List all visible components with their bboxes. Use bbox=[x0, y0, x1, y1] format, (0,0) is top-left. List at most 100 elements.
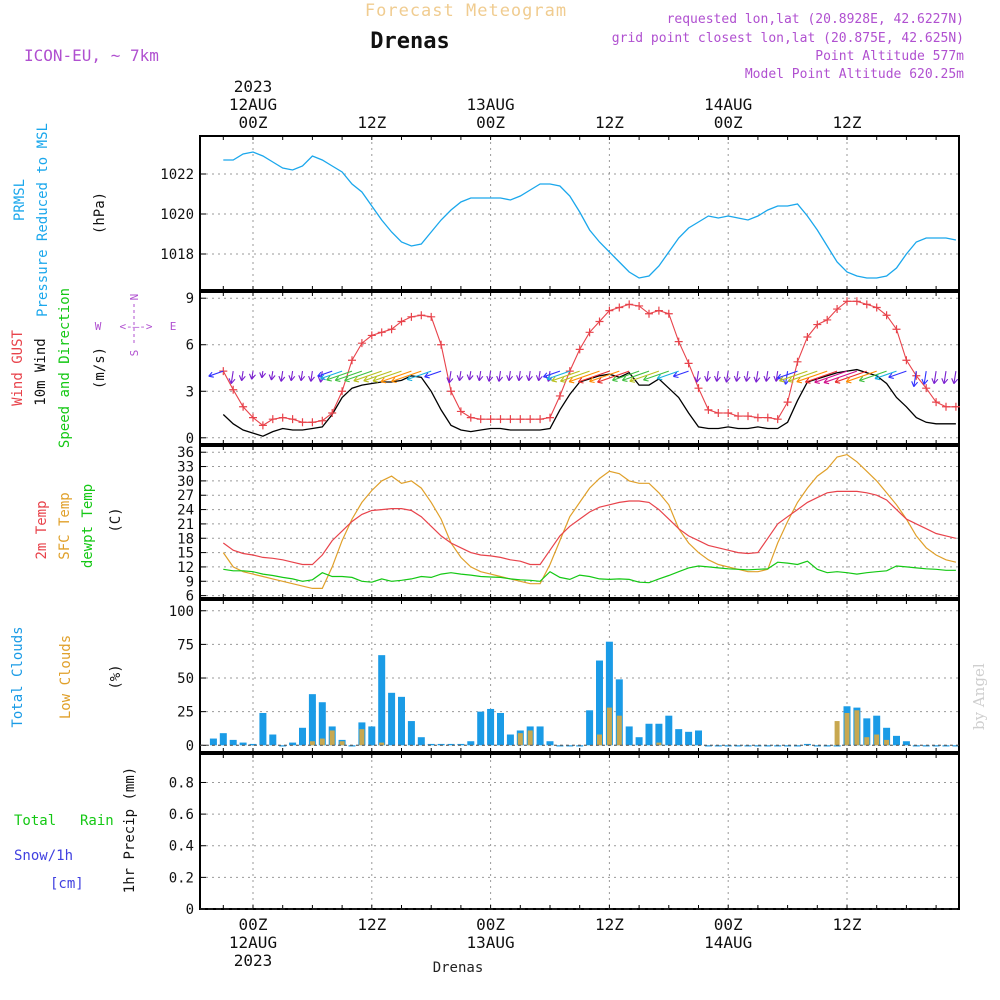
precip-rain-label: Rain bbox=[80, 813, 114, 829]
wind-arrowhead-icon bbox=[496, 375, 504, 382]
wind-arrowhead-icon bbox=[406, 375, 413, 382]
total-cloud-bar bbox=[596, 660, 603, 746]
low-cloud-bar bbox=[527, 730, 533, 746]
y-tick-label: 3 bbox=[186, 384, 194, 400]
wind-arrowhead-icon bbox=[713, 375, 721, 382]
wind-arrowhead-icon bbox=[796, 377, 803, 384]
low-cloud-bar bbox=[339, 741, 345, 746]
total-cloud-bar bbox=[813, 745, 821, 747]
y-tick-label: 6 bbox=[186, 338, 194, 354]
wind-arrowhead-icon bbox=[476, 375, 484, 382]
wind-gust-marker bbox=[605, 306, 614, 315]
total-cloud-bar bbox=[774, 745, 782, 747]
wind-gust-marker bbox=[625, 300, 634, 309]
watermark: by Angel bbox=[970, 663, 988, 730]
wind-arrowhead-icon bbox=[466, 374, 474, 381]
total-cloud-bar bbox=[299, 727, 306, 746]
wind-gust-marker bbox=[397, 317, 406, 326]
wind-arrowhead-icon bbox=[268, 374, 276, 381]
wind-gust-marker bbox=[506, 415, 515, 424]
wind-gust-marker bbox=[763, 413, 772, 422]
wind-arrow-icon bbox=[765, 371, 769, 382]
wind-arrowhead-icon bbox=[823, 378, 830, 385]
wind-arrowhead-icon bbox=[259, 372, 267, 379]
wind-gust-marker bbox=[476, 415, 485, 424]
wind-gust-marker bbox=[357, 339, 366, 348]
y-tick-label: 1020 bbox=[160, 207, 194, 223]
top-time-label: 12Z bbox=[833, 113, 862, 132]
wind-arrowhead-icon bbox=[612, 376, 618, 382]
wind-arrow-icon bbox=[805, 370, 838, 383]
wind-gust-marker bbox=[813, 320, 822, 329]
wind-arrow-icon bbox=[716, 371, 719, 382]
wind-arrowhead-icon bbox=[763, 375, 771, 382]
wind-arrow-icon bbox=[280, 371, 284, 382]
total-cloud-bar bbox=[803, 743, 811, 746]
wind-arrow-icon bbox=[543, 370, 561, 378]
wind-arrow-icon bbox=[923, 371, 927, 385]
top-time-label: 12Z bbox=[595, 113, 624, 132]
clouds-total-label: Total Clouds bbox=[10, 626, 26, 727]
compass-arrows-icon: <-–-> bbox=[119, 320, 152, 333]
wind-arrowhead-icon bbox=[353, 376, 360, 383]
wind-arrow-icon bbox=[568, 370, 600, 383]
wind-arrow-icon bbox=[735, 371, 739, 382]
wind-gust-marker bbox=[298, 418, 307, 427]
low-cloud-bar bbox=[834, 721, 840, 746]
wind-arrowhead-icon bbox=[208, 371, 214, 378]
wind-arrowhead-icon bbox=[921, 378, 929, 385]
wind-arrow-icon bbox=[784, 371, 789, 385]
total-cloud-bar bbox=[427, 743, 435, 746]
wind-arrowhead-icon bbox=[486, 375, 494, 382]
pressure-line bbox=[223, 151, 957, 279]
compass-west-icon: W bbox=[95, 320, 102, 333]
point-altitude: Point Altitude 577m bbox=[815, 49, 964, 64]
wind-arrowhead-icon bbox=[228, 378, 236, 385]
total-cloud-bar bbox=[586, 710, 594, 746]
wind-gust-marker bbox=[407, 312, 416, 321]
y-tick-label: 30 bbox=[177, 474, 194, 490]
total-cloud-bar bbox=[784, 745, 792, 747]
bottom-time-label: 12AUG bbox=[229, 933, 277, 952]
total-cloud-bar bbox=[863, 718, 871, 746]
wind-gust-marker bbox=[654, 306, 663, 315]
low-cloud-bar bbox=[656, 742, 662, 746]
total-cloud-bar bbox=[794, 745, 801, 747]
temp-ylabel: (C) bbox=[108, 507, 124, 532]
y-tick-label: 0 bbox=[186, 738, 194, 754]
wind-arrow-icon bbox=[874, 370, 897, 380]
wind-arrowhead-icon bbox=[308, 375, 315, 382]
wind-arrow-icon bbox=[208, 370, 224, 377]
wind-arrow-icon bbox=[933, 371, 937, 384]
wind-gust-marker bbox=[684, 359, 693, 368]
total-cloud-bar bbox=[605, 641, 613, 746]
wind-arrow-icon bbox=[755, 371, 759, 383]
wind-arrowhead-icon bbox=[931, 378, 939, 385]
wind-arrowhead-icon bbox=[779, 376, 785, 383]
total-cloud-bar bbox=[457, 743, 465, 746]
wind-arrow-icon bbox=[859, 370, 887, 382]
panel-frame bbox=[199, 135, 960, 291]
wind-arrowhead-icon bbox=[278, 375, 286, 382]
total-cloud-bar bbox=[625, 726, 633, 746]
wind-arrowhead-icon bbox=[506, 375, 514, 382]
y-tick-label: 0.8 bbox=[169, 775, 194, 791]
top-time-label: 00Z bbox=[476, 113, 505, 132]
y-tick-label: 0.6 bbox=[169, 807, 194, 823]
total-cloud-bar bbox=[714, 745, 722, 747]
total-cloud-bar bbox=[764, 745, 772, 747]
wind-arrow-icon bbox=[372, 370, 402, 382]
wind-gust-marker bbox=[862, 300, 871, 309]
wind-gust-marker bbox=[258, 421, 267, 430]
wind-arrow-icon bbox=[657, 370, 679, 380]
total-cloud-bar bbox=[219, 733, 227, 746]
y-tick-label: 18 bbox=[177, 531, 194, 547]
wind-gust-marker bbox=[456, 407, 465, 416]
wind-arrow-icon bbox=[796, 370, 828, 383]
low-cloud-bar bbox=[309, 741, 315, 746]
wind-gust-marker bbox=[793, 357, 802, 366]
total-cloud-bar bbox=[576, 745, 584, 747]
total-cloud-bar bbox=[497, 712, 504, 746]
total-cloud-bar bbox=[388, 692, 396, 746]
total-cloud-bar bbox=[695, 730, 702, 746]
